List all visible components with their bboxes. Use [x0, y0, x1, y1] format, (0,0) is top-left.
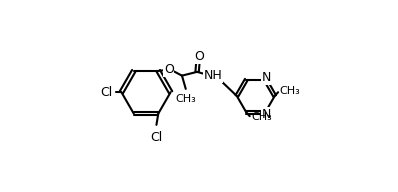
Text: Cl: Cl	[101, 86, 113, 99]
Text: CH₃: CH₃	[251, 112, 272, 122]
Text: CH₃: CH₃	[279, 86, 300, 96]
Text: NH: NH	[204, 69, 222, 82]
Text: O: O	[194, 50, 204, 63]
Text: CH₃: CH₃	[176, 94, 196, 104]
Text: N: N	[261, 71, 271, 84]
Text: O: O	[164, 64, 174, 76]
Text: N: N	[261, 108, 271, 121]
Text: Cl: Cl	[150, 131, 162, 144]
